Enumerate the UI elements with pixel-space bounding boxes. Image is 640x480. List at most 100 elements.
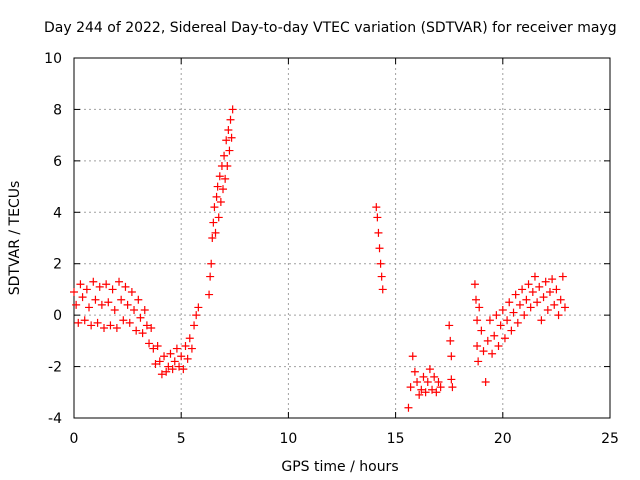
data-point — [490, 331, 499, 340]
data-point — [142, 321, 151, 330]
data-point — [125, 318, 134, 327]
data-point — [560, 303, 569, 312]
plot-frame — [73, 57, 611, 419]
data-point — [115, 277, 124, 286]
data-point — [488, 349, 497, 358]
data-point — [374, 228, 383, 237]
data-point — [479, 347, 488, 356]
data-point — [136, 313, 145, 322]
data-point — [410, 367, 419, 376]
data-point — [505, 298, 514, 307]
data-point — [413, 378, 422, 386]
data-point — [145, 339, 154, 348]
data-point — [417, 385, 426, 394]
data-point — [485, 316, 494, 325]
data-point — [187, 344, 196, 353]
data-point — [492, 311, 501, 320]
data-point — [556, 295, 565, 304]
data-points — [70, 105, 569, 412]
x-tick-label: 10 — [279, 431, 297, 447]
data-point — [477, 326, 486, 335]
data-point — [533, 298, 542, 307]
data-point — [481, 378, 490, 386]
data-point — [415, 390, 424, 399]
data-point — [445, 321, 454, 330]
data-point — [423, 378, 432, 386]
data-point — [185, 334, 194, 343]
data-point — [168, 365, 177, 374]
data-point — [106, 321, 115, 330]
data-point — [82, 285, 91, 294]
data-point — [378, 285, 387, 294]
data-point — [541, 277, 550, 286]
data-point — [140, 306, 149, 314]
x-tick-label: 5 — [177, 431, 186, 447]
data-point — [470, 280, 479, 289]
data-point — [520, 311, 529, 320]
data-point — [155, 357, 164, 366]
axis-ticks: 0 5 10 15 20 25 -4 -2 0 2 4 6 8 10 — [44, 51, 619, 447]
x-tick-label: 15 — [387, 431, 405, 447]
data-point — [209, 218, 218, 227]
data-point — [151, 360, 160, 368]
data-point — [223, 162, 232, 170]
data-point — [80, 316, 89, 325]
data-point — [552, 285, 561, 294]
data-point — [550, 300, 559, 309]
data-point — [74, 318, 83, 327]
data-point — [112, 324, 121, 332]
data-point — [212, 192, 221, 201]
y-tick-label: -2 — [48, 360, 62, 376]
data-point — [376, 259, 385, 268]
y-tick-label: 10 — [44, 51, 62, 67]
data-point — [496, 321, 505, 330]
data-point — [500, 334, 509, 343]
data-point — [138, 329, 147, 338]
data-point — [219, 185, 228, 194]
data-point — [110, 306, 119, 314]
data-point — [537, 316, 546, 325]
data-point — [100, 324, 109, 332]
x-tick-label: 0 — [70, 431, 79, 447]
data-point — [210, 203, 219, 212]
data-point — [372, 203, 381, 212]
data-point — [130, 306, 139, 314]
y-tick-label: 8 — [53, 102, 62, 118]
data-point — [170, 357, 179, 366]
data-point — [166, 349, 175, 358]
x-tick-label: 20 — [494, 431, 512, 447]
data-point — [428, 385, 437, 394]
data-point — [117, 295, 126, 304]
y-tick-label: 0 — [53, 308, 62, 324]
data-point — [91, 295, 100, 304]
x-tick-label: 25 — [601, 431, 619, 447]
data-point — [213, 182, 222, 191]
data-point — [406, 383, 415, 392]
data-point — [87, 321, 96, 330]
data-point — [425, 365, 434, 374]
data-point — [222, 136, 231, 145]
data-point — [127, 288, 136, 296]
data-point — [535, 282, 544, 291]
data-point — [225, 146, 234, 155]
data-point — [104, 298, 113, 307]
data-point — [522, 295, 531, 304]
data-point — [211, 228, 220, 237]
data-point — [447, 352, 456, 361]
data-point — [119, 316, 128, 325]
data-point — [226, 115, 235, 124]
data-point — [373, 213, 382, 222]
data-point — [190, 321, 199, 330]
data-point — [216, 198, 225, 206]
data-point — [472, 295, 480, 304]
data-point — [375, 244, 384, 253]
data-point — [421, 388, 430, 397]
data-point — [530, 272, 539, 281]
data-point — [446, 336, 455, 345]
data-point — [205, 290, 214, 299]
data-point — [474, 357, 483, 366]
data-point — [227, 133, 236, 142]
data-point — [430, 372, 439, 381]
y-tick-label: 4 — [53, 205, 62, 221]
data-point — [528, 288, 537, 296]
